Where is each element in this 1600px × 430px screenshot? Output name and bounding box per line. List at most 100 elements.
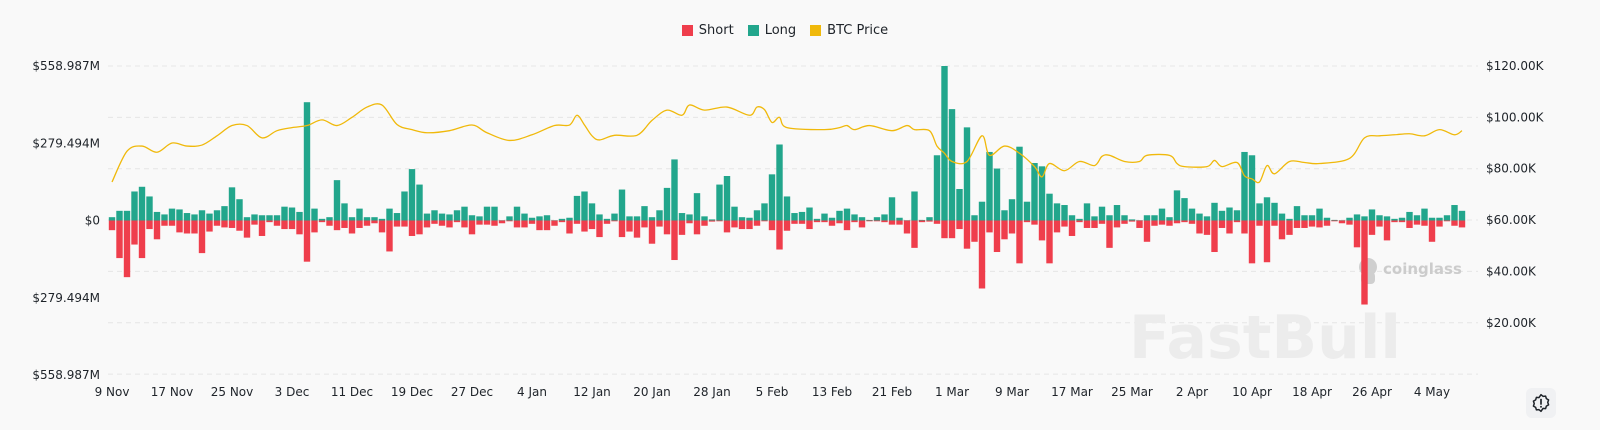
- legend-item-long[interactable]: Long: [747, 23, 797, 38]
- long-bar: [1398, 217, 1406, 221]
- short-bar: [1128, 220, 1136, 222]
- short-bar: [1458, 220, 1466, 228]
- long-bar: [1248, 155, 1256, 221]
- short-bar: [911, 220, 918, 248]
- short-bar: [1136, 220, 1143, 228]
- long-bar: [528, 217, 536, 221]
- long-bar: [146, 196, 153, 221]
- x-axis-tick: 17 Mar: [1051, 385, 1093, 399]
- long-bar: [123, 210, 131, 221]
- long-bar: [1001, 210, 1008, 221]
- short-bar: [408, 220, 416, 236]
- long-bar: [116, 210, 123, 221]
- short-bar: [401, 220, 408, 227]
- short-bar: [896, 220, 903, 225]
- short-bar: [1031, 220, 1038, 225]
- long-bar: [536, 216, 543, 221]
- long-bar: [1353, 214, 1361, 221]
- x-axis-tick: 9 Mar: [995, 385, 1029, 399]
- left-axis-tick: $558.987M: [32, 59, 100, 73]
- long-bar: [851, 214, 858, 221]
- short-bar: [671, 220, 678, 261]
- short-bar: [273, 220, 281, 226]
- short-bar: [281, 220, 288, 230]
- short-bar: [1376, 220, 1383, 227]
- long-bar: [671, 159, 678, 221]
- short-bar: [558, 220, 566, 223]
- settings-button[interactable]: [1526, 388, 1556, 418]
- legend-label-long: Long: [764, 23, 797, 38]
- short-bar: [926, 220, 933, 222]
- long-bar: [948, 109, 956, 221]
- short-bar: [528, 220, 536, 224]
- long-bar: [483, 206, 491, 221]
- long-bar: [558, 218, 566, 221]
- short-bar: [603, 220, 611, 224]
- short-bar: [266, 220, 273, 223]
- short-bar: [1061, 220, 1068, 227]
- long-bar: [956, 188, 963, 221]
- long-bar: [303, 102, 311, 221]
- short-bar: [116, 220, 123, 259]
- short-bar: [768, 220, 776, 231]
- left-axis-tick: $0: [85, 214, 100, 228]
- long-bar: [641, 206, 648, 221]
- long-bar: [453, 210, 461, 221]
- x-axis-tick: 28 Jan: [693, 385, 731, 399]
- long-bar: [1458, 210, 1466, 221]
- long-bar: [1061, 205, 1068, 221]
- short-bar: [566, 220, 573, 234]
- short-bar: [1413, 220, 1421, 225]
- short-bar: [416, 220, 423, 235]
- short-bar: [573, 220, 581, 224]
- legend-item-short[interactable]: Short: [681, 23, 734, 38]
- x-axis-tick: 9 Nov: [95, 385, 130, 399]
- short-bar: [446, 220, 453, 228]
- short-bar: [356, 220, 363, 228]
- long-bar: [678, 213, 686, 221]
- legend-item-btc-price[interactable]: BTC Price: [810, 23, 888, 38]
- long-bar: [1203, 216, 1211, 221]
- short-bar: [881, 220, 888, 223]
- short-bar: [311, 220, 318, 233]
- short-bar: [1008, 220, 1016, 234]
- long-bar: [1143, 215, 1151, 221]
- long-bar: [543, 215, 551, 221]
- short-bar: [543, 220, 551, 231]
- x-axis-tick: 25 Nov: [211, 385, 254, 399]
- long-bar: [1218, 210, 1226, 221]
- short-bar: [1368, 220, 1376, 235]
- short-bar: [326, 220, 333, 226]
- short-bar: [1406, 220, 1413, 228]
- short-bar: [1248, 220, 1256, 264]
- short-bar: [1293, 220, 1301, 228]
- long-bar: [333, 180, 341, 221]
- long-bar: [596, 214, 603, 221]
- long-bar: [476, 216, 483, 221]
- short-bar: [963, 220, 971, 249]
- long-bar: [1406, 211, 1413, 221]
- long-bar: [438, 213, 446, 221]
- left-axis: $558.987M $279.494M $0 $279.494M $558.987M: [32, 59, 100, 382]
- long-bar: [663, 187, 671, 221]
- short-bar: [183, 220, 191, 234]
- long-bar: [873, 217, 881, 221]
- short-bar: [243, 220, 251, 238]
- long-bar: [566, 217, 573, 221]
- short-bar: [1421, 220, 1428, 226]
- long-bar: [1421, 208, 1428, 221]
- short-bar: [1338, 220, 1346, 224]
- x-axis-tick: 18 Apr: [1292, 385, 1332, 399]
- short-bar: [161, 220, 168, 226]
- long-bar: [1316, 208, 1323, 221]
- short-bar: [1398, 220, 1406, 223]
- long-bar: [686, 214, 693, 221]
- long-bar: [401, 191, 408, 221]
- long-bar: [1173, 190, 1181, 221]
- long-bar: [798, 211, 806, 221]
- long-bar: [836, 210, 843, 221]
- x-axis-tick: 17 Nov: [151, 385, 194, 399]
- long-bar: [993, 168, 1001, 221]
- short-bar: [978, 220, 986, 289]
- right-axis-tick: $100.00K: [1486, 110, 1545, 124]
